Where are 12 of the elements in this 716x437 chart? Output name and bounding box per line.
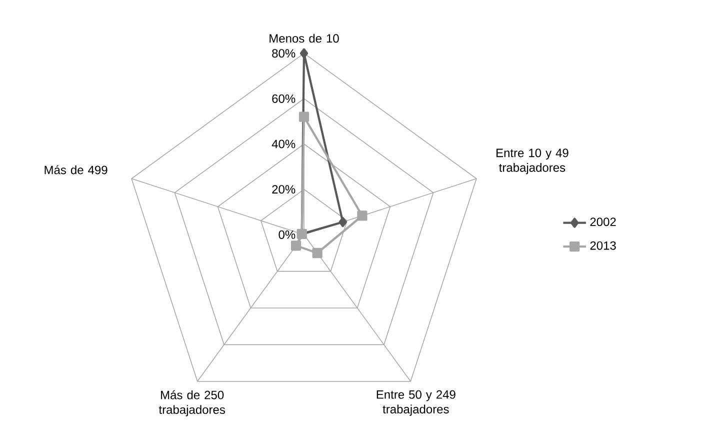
- spoke-label: Menos de 10: [270, 34, 339, 43]
- legend-label: 2002: [590, 217, 616, 226]
- legend-label: 2013: [590, 241, 616, 250]
- y-tick-label: 20%: [272, 184, 296, 194]
- spoke-label: Entre 50 y 249 trabajadores: [376, 390, 456, 416]
- y-tick-label: 40%: [272, 140, 296, 148]
- y-tick-label: 0%: [278, 230, 296, 239]
- spoke-label: Entre 10 y 49 trabajadores: [496, 148, 568, 174]
- y-tick-label: 60%: [272, 94, 296, 103]
- spoke-label: Más de 499: [44, 165, 108, 174]
- y-tick-label: 80%: [272, 48, 296, 58]
- spoke-label: Más de 250 trabajadores: [158, 390, 225, 416]
